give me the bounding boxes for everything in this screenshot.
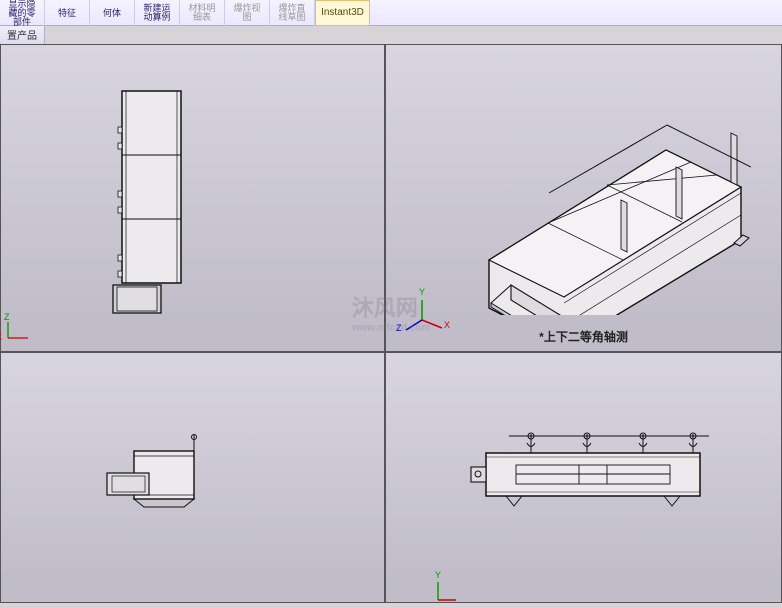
model-right-view	[461, 428, 721, 518]
model-top-view	[106, 87, 196, 317]
ribbon: 显示隐 藏的零 部件 特征 何体 新建运 动算例 材料明 细表 爆炸视 图 爆炸…	[0, 0, 782, 26]
quadrant-front-view[interactable]	[0, 352, 385, 603]
axis-triad: Y	[430, 578, 460, 608]
ribbon-label: 动算例	[143, 13, 170, 22]
axis-y-label: Y	[435, 570, 441, 580]
ribbon-label: 线草图	[278, 13, 305, 22]
viewport: — □ × ▼ ▼ ▼ ▼ ▼ ▼	[0, 44, 782, 603]
axis-triad: Y X Z	[402, 295, 432, 325]
tab-strip: 置产品	[0, 26, 45, 44]
ribbon-btn-show-hidden[interactable]: 显示隐 藏的零 部件	[0, 0, 45, 26]
model-front-view	[101, 433, 211, 513]
ribbon-btn-bom[interactable]: 材料明 细表	[180, 0, 225, 26]
tab-product[interactable]: 置产品	[0, 26, 45, 45]
ribbon-label: 图	[242, 13, 251, 22]
axis-x-label: X	[0, 332, 2, 342]
ribbon-label: 部件	[13, 18, 31, 27]
quadrant-top-view[interactable]: Z X	[0, 44, 385, 352]
ribbon-btn-feature[interactable]: 特征	[45, 0, 90, 26]
ribbon-label: Instant3D	[321, 8, 364, 18]
model-isometric-view	[441, 85, 751, 315]
axis-x-label: X	[444, 320, 450, 330]
ribbon-label: 特征	[58, 9, 76, 18]
ribbon-btn-explode-sketch[interactable]: 爆炸直 线草图	[270, 0, 315, 26]
quadrant-isometric-view[interactable]: Y X Z *上下二等角轴测	[385, 44, 782, 352]
axis-triad: Z X	[4, 318, 34, 348]
view-label: *上下二等角轴测	[539, 328, 628, 345]
axis-y-label: Y	[419, 287, 425, 297]
ribbon-btn-instant3d[interactable]: Instant3D	[315, 0, 370, 26]
quadrant-right-view[interactable]: Y	[385, 352, 782, 603]
ribbon-btn-motion-study[interactable]: 新建运 动算例	[135, 0, 180, 26]
axis-z-label: Z	[396, 323, 402, 333]
axis-y-label: Z	[4, 312, 10, 322]
ribbon-label: 细表	[193, 13, 211, 22]
ribbon-label: 何体	[103, 9, 121, 18]
ribbon-btn-body[interactable]: 何体	[90, 0, 135, 26]
ribbon-btn-exploded-view[interactable]: 爆炸视 图	[225, 0, 270, 26]
